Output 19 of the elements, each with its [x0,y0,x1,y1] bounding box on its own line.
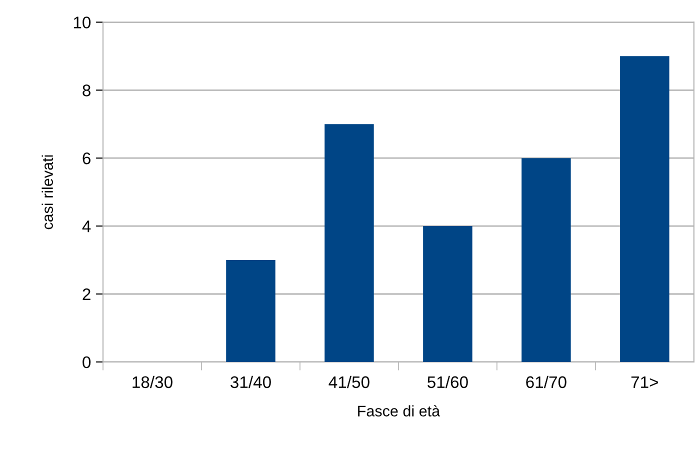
y-tick-label: 2 [82,288,90,300]
x-tick-label: 18/30 [132,376,172,388]
x-tick-label: 41/50 [328,376,370,388]
y-tick-label: 4 [82,220,91,232]
bar [522,158,571,362]
y-tick-label: 0 [82,356,91,368]
y-tick-label: 6 [82,152,90,164]
x-tick-label: 51/60 [428,376,468,388]
y-tick-label: 8 [82,84,90,96]
bar [620,56,670,362]
bar [226,260,276,362]
x-tick-label: 31/40 [230,376,271,388]
x-tick-label: 71> [631,376,658,388]
x-axis-title: Fasce di età [358,405,440,416]
bar [423,226,472,362]
y-axis-title: casi rilevati [42,155,53,230]
x-tick-label: 61/70 [526,376,566,388]
bar [324,124,374,362]
y-tick-label: 10 [74,16,91,28]
